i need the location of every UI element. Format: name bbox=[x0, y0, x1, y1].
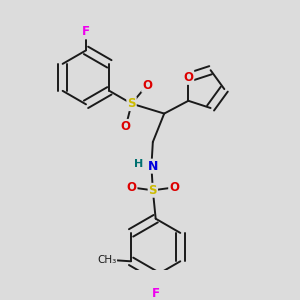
Text: N: N bbox=[148, 160, 158, 172]
Text: O: O bbox=[183, 71, 194, 84]
Text: H: H bbox=[134, 159, 143, 169]
Text: CH₃: CH₃ bbox=[97, 255, 117, 265]
Text: O: O bbox=[127, 181, 136, 194]
Text: O: O bbox=[121, 120, 131, 133]
Text: F: F bbox=[152, 287, 160, 300]
Text: S: S bbox=[127, 97, 136, 110]
Text: S: S bbox=[148, 184, 157, 197]
Text: O: O bbox=[142, 79, 152, 92]
Text: F: F bbox=[82, 26, 90, 38]
Text: O: O bbox=[169, 181, 179, 194]
